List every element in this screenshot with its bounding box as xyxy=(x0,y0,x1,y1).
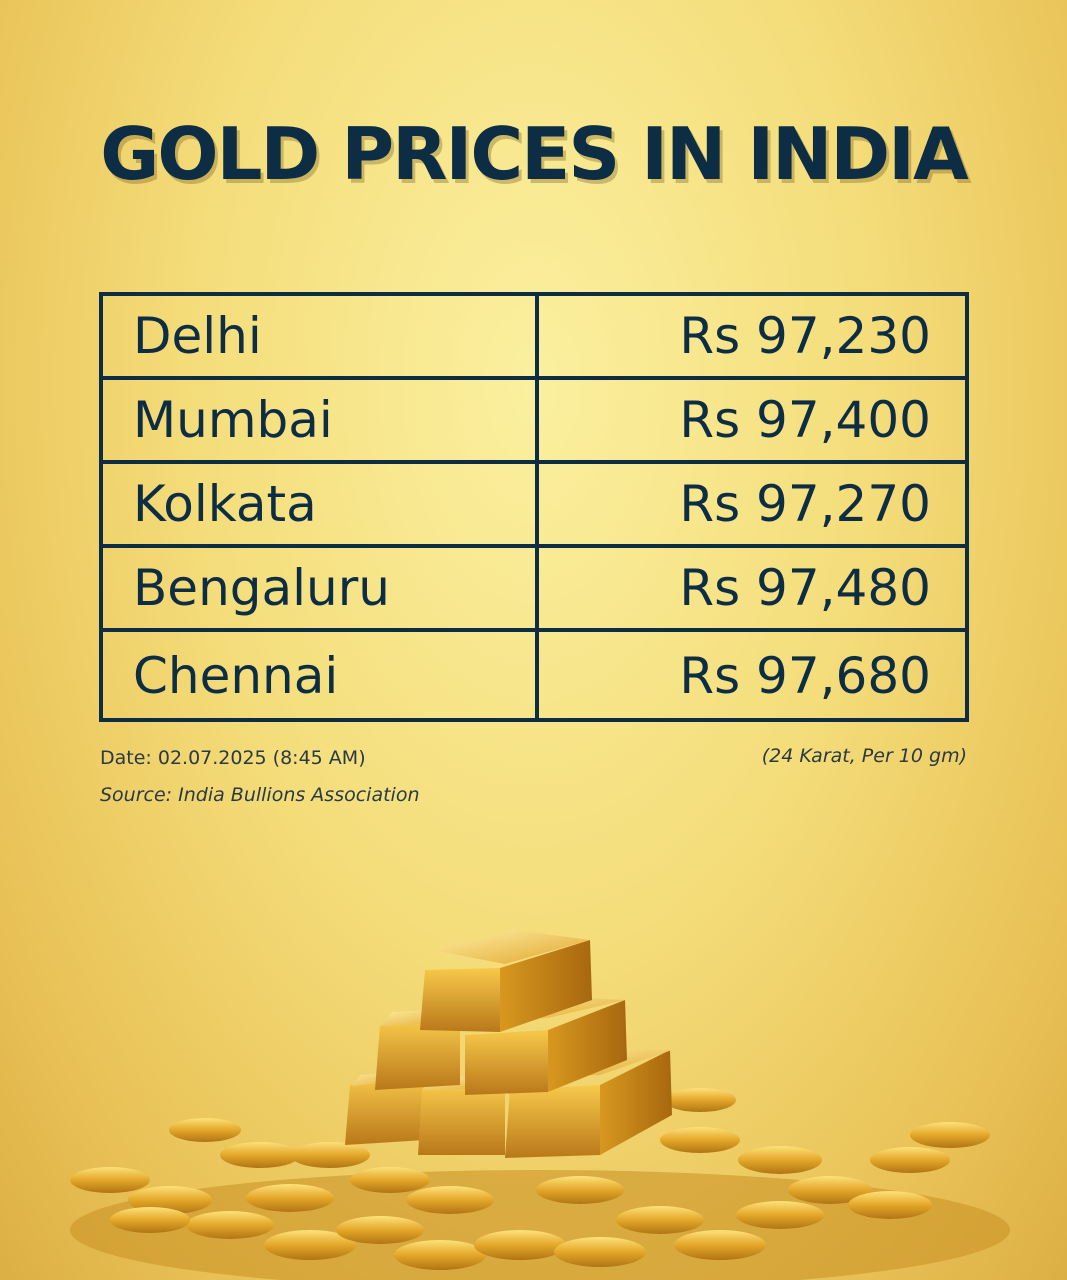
table-row: Bengaluru Rs 97,480 xyxy=(103,548,965,632)
city-name: Kolkata xyxy=(133,475,317,533)
coin-pile xyxy=(70,1088,1010,1280)
table-row: Chennai Rs 97,680 xyxy=(103,634,965,718)
city-price: Rs 97,680 xyxy=(679,647,931,705)
city-name: Chennai xyxy=(133,647,339,705)
column-divider xyxy=(535,296,539,718)
city-price: Rs 97,400 xyxy=(679,391,931,449)
unit-label: (24 Karat, Per 10 gm) xyxy=(761,745,967,767)
page-title: GOLD PRICES IN INDIA xyxy=(100,112,968,196)
city-name: Mumbai xyxy=(133,391,333,449)
city-name: Bengaluru xyxy=(133,559,390,617)
city-name: Delhi xyxy=(133,307,262,365)
city-price: Rs 97,230 xyxy=(679,307,931,365)
gold-bars xyxy=(345,930,672,1158)
gold-bars-and-coins-illustration xyxy=(70,930,1010,1280)
table-row: Kolkata Rs 97,270 xyxy=(103,464,965,548)
date-label: Date: 02.07.2025 (8:45 AM) xyxy=(100,747,366,769)
price-table: Delhi Rs 97,230 Mumbai Rs 97,400 Kolkata… xyxy=(99,292,969,722)
city-price: Rs 97,270 xyxy=(679,475,931,533)
table-row: Delhi Rs 97,230 xyxy=(103,296,965,380)
city-price: Rs 97,480 xyxy=(679,559,931,617)
table-row: Mumbai Rs 97,400 xyxy=(103,380,965,464)
source-label: Source: India Bullions Association xyxy=(100,784,420,806)
